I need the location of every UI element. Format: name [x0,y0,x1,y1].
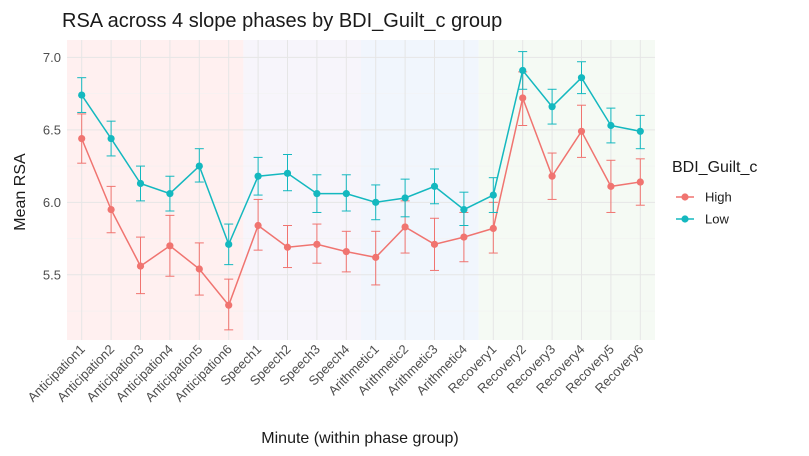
low-point [313,190,321,198]
high-point [430,240,439,248]
high-point [225,301,233,309]
low-point [254,172,262,180]
y-tick-label: 6.0 [43,195,61,210]
high-point [577,127,586,135]
y-tick-labels: 5.5 6.0 6.5 7.0 [43,50,61,282]
x-axis-title: Minute (within phase group) [261,430,458,447]
y-tick-label: 5.5 [43,267,61,282]
low-point [372,198,380,206]
high-point [342,247,350,256]
legend-marker-low [681,215,689,223]
legend-label-high: High [705,190,732,205]
low-point [78,91,86,99]
series-high [77,71,645,331]
low-point [342,190,350,198]
legend-title: BDI_Guilt_c [672,159,757,176]
low-point [548,103,556,111]
low-point [430,182,439,190]
phase-band-1 [67,40,244,340]
high-point [254,221,262,230]
legend: BDI_Guilt_c High Low [672,159,757,227]
low-point [107,134,115,143]
low-point [166,190,174,198]
high-line [81,95,641,307]
low-point [195,162,203,170]
y-tick-label: 6.5 [43,122,61,137]
high-point [460,233,468,241]
high-point [313,240,321,248]
series-low [77,51,645,266]
high-point [607,182,615,190]
low-point [136,179,145,188]
phase-band-4 [478,40,655,340]
y-tick-label: 7.0 [43,50,61,65]
high-point [519,94,527,102]
x-tick-labels: Anticipation1Anticipation2Anticipation3A… [25,342,647,405]
high-point [78,134,86,143]
high-point [636,178,644,186]
low-point [519,66,527,75]
high-point [489,224,497,233]
low-point [460,205,468,214]
low-point [489,191,497,199]
high-point [372,253,380,261]
high-point [166,242,174,250]
low-point [225,240,233,248]
low-line [81,68,641,247]
phase-band-3 [361,40,479,340]
high-point [548,172,556,180]
high-point [195,265,203,273]
high-point [401,223,409,231]
low-point [401,194,409,202]
series-layer [77,51,645,331]
low-point [283,169,292,177]
high-point [283,243,292,251]
high-point [107,205,115,214]
y-axis-title: Mean RSA [12,153,29,231]
low-point [636,127,644,135]
legend-label-low: Low [705,212,729,227]
legend-marker-high [681,193,689,201]
high-point [136,262,145,270]
chart-title: RSA across 4 slope phases by BDI_Guilt_c… [62,10,502,32]
phase-band-2 [243,40,361,340]
plot-background [67,40,655,340]
low-point [607,121,615,130]
low-point [577,74,586,82]
